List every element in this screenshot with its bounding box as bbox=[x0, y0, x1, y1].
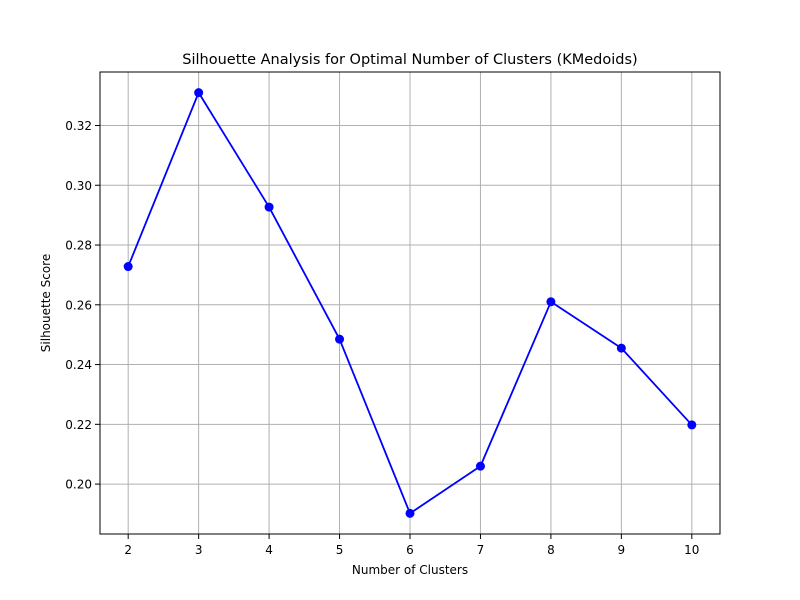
y-tick-label: 0.30 bbox=[65, 179, 92, 193]
data-points bbox=[123, 88, 697, 518]
y-tick-label: 0.20 bbox=[65, 478, 92, 492]
x-tick-label: 3 bbox=[195, 543, 203, 557]
x-tick-label: 5 bbox=[336, 543, 344, 557]
data-point bbox=[616, 343, 626, 353]
grid bbox=[100, 72, 720, 534]
y-tick-label: 0.22 bbox=[65, 418, 92, 432]
data-point bbox=[546, 297, 556, 307]
y-tick-label: 0.24 bbox=[65, 358, 92, 372]
y-tick-label: 0.26 bbox=[65, 298, 92, 312]
data-point bbox=[264, 202, 274, 212]
x-tick-label: 7 bbox=[477, 543, 485, 557]
y-tick-label: 0.32 bbox=[65, 119, 92, 133]
chart-title: Silhouette Analysis for Optimal Number o… bbox=[182, 52, 637, 68]
data-point bbox=[123, 262, 133, 272]
y-axis-label: Silhouette Score bbox=[39, 254, 53, 352]
data-point bbox=[335, 334, 345, 344]
x-tick-label: 8 bbox=[547, 543, 555, 557]
data-point bbox=[475, 461, 485, 471]
x-axis-ticks: 2 3 4 5 6 7 8 9 10 bbox=[124, 534, 699, 557]
x-axis-label: Number of Clusters bbox=[352, 563, 468, 577]
y-axis-ticks: 0.20 0.22 0.24 0.26 0.28 0.30 0.32 bbox=[65, 119, 100, 492]
x-tick-label: 4 bbox=[265, 543, 273, 557]
y-tick-label: 0.28 bbox=[65, 239, 92, 253]
x-tick-label: 9 bbox=[618, 543, 626, 557]
x-tick-label: 6 bbox=[406, 543, 414, 557]
x-tick-label: 10 bbox=[684, 543, 699, 557]
x-tick-label: 2 bbox=[124, 543, 132, 557]
data-point bbox=[194, 88, 204, 98]
data-point bbox=[687, 420, 697, 430]
data-point bbox=[405, 508, 415, 518]
